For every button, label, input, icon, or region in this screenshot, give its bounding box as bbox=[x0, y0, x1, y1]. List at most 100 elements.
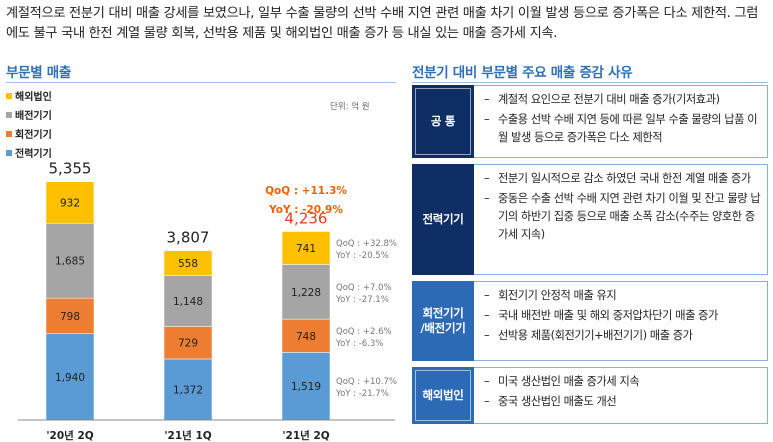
bar-segment bbox=[281, 318, 331, 353]
legend-label: 해외법인 bbox=[15, 90, 52, 103]
reason-bullet: – 선박용 제품(회전기기+배전기기) 매출 증가 bbox=[484, 327, 762, 345]
segment-sales-title: 부문별 매출 bbox=[6, 65, 71, 81]
bar-segment bbox=[281, 231, 331, 265]
segment-qoq-label: QoQ : +32.8% bbox=[336, 239, 397, 249]
bar-segment bbox=[45, 333, 95, 421]
bullet-text: 수출용 선박 수배 지연 등에 따른 일부 수출 물량의 납품 이월 발생 등으… bbox=[498, 113, 758, 144]
reason-bullet: – 국내 배전반 매출 및 해외 중저압차단기 매출 증가 bbox=[484, 307, 762, 325]
dash-icon: – bbox=[484, 375, 490, 388]
bar-segment bbox=[163, 358, 213, 421]
reason-label-common: 공 통 bbox=[412, 85, 474, 158]
reason-bullet: – 수출용 선박 수배 지연 등에 따른 일부 수출 물량의 납품 이월 발생 등… bbox=[484, 111, 762, 147]
reason-label-power: 전력기기 bbox=[412, 164, 474, 275]
category-label: '20년 2Q bbox=[46, 429, 93, 442]
dash-icon: – bbox=[484, 113, 490, 126]
bar-total-label: 3,807 bbox=[167, 229, 210, 247]
bar-total-label: 5,355 bbox=[49, 160, 92, 178]
bar-segment bbox=[163, 275, 213, 327]
total-yoy-label: YoY : -20.9% bbox=[268, 204, 343, 216]
reason-bullet: – 미국 생산법인 매출 증가세 지속 bbox=[484, 373, 762, 391]
reason-body-frame bbox=[474, 164, 768, 275]
legend-swatch bbox=[6, 93, 12, 99]
segment-yoy-label: YoY : -6.3% bbox=[335, 339, 383, 349]
reason-bullet: – 중국 생산법인 매출도 개선 bbox=[484, 393, 762, 411]
bar-segment bbox=[45, 181, 95, 224]
bullet-text: 선박용 제품(회전기기+배전기기) 매출 증가 bbox=[498, 329, 693, 342]
legend-label: 회전기기 bbox=[15, 128, 52, 141]
bar-value-label: 741 bbox=[296, 243, 316, 255]
category-label: '21년 2Q bbox=[282, 429, 329, 442]
reason-bullets: – 계절적 요인으로 전분기 대비 매출 증가(기저효과) – 수출용 선박 수배 … bbox=[484, 91, 762, 149]
reason-bullets: – 미국 생산법인 매출 증가세 지속 – 중국 생산법인 매출도 개선 bbox=[484, 373, 762, 413]
bar-total-label: 4,236 bbox=[285, 209, 328, 227]
dash-icon: – bbox=[484, 93, 490, 106]
legend-swatch bbox=[6, 112, 12, 118]
bar-value-label: 1,685 bbox=[55, 256, 85, 268]
legend-swatch bbox=[6, 131, 12, 137]
bullet-text: 중동은 수출 선박 수배 지연 관련 차기 이월 및 잔고 물량 납기의 하반기… bbox=[498, 192, 761, 241]
bar-value-label: 1,372 bbox=[173, 384, 203, 396]
bullet-text: 미국 생산법인 매출 증가세 지속 bbox=[498, 375, 640, 388]
reason-label-text: 회전기기 /배전기기 bbox=[420, 306, 466, 335]
total-qoq-label: QoQ : +11.3% bbox=[265, 185, 347, 197]
left-divider bbox=[6, 82, 396, 83]
reason-label-overseas: 해외법인 bbox=[412, 367, 474, 424]
dash-icon: – bbox=[484, 172, 490, 185]
bullet-text: 국내 배전반 매출 및 해외 중저압차단기 매출 증가 bbox=[498, 309, 718, 322]
bar-value-label: 1,940 bbox=[55, 372, 85, 384]
right-divider bbox=[412, 82, 768, 83]
dash-icon: – bbox=[484, 309, 490, 322]
bar-value-label: 729 bbox=[178, 338, 198, 350]
legend-label: 배전기기 bbox=[15, 109, 52, 122]
reason-bullet: – 계절적 요인으로 전분기 대비 매출 증가(기저효과) bbox=[484, 91, 762, 109]
reason-bullet: – 회전기기 안정적 매출 유지 bbox=[484, 287, 762, 305]
segment-qoq-label: QoQ : +2.6% bbox=[336, 327, 392, 337]
segment-qoq-label: QoQ : +10.7% bbox=[336, 377, 397, 387]
bar-value-label: 1,519 bbox=[291, 381, 321, 393]
reason-bullet: – 전분기 일시적으로 감소 하였던 국내 한전 계열 매출 증가 bbox=[484, 170, 762, 188]
reason-label-text: 전력기기 bbox=[422, 212, 464, 226]
reason-body-frame bbox=[474, 367, 768, 424]
label-inset-frame bbox=[415, 88, 471, 155]
bar-segment bbox=[281, 264, 331, 320]
reason-row-rotating: 회전기기 /배전기기 – 회전기기 안정적 매출 유지 – 국내 배전반 매출 및 … bbox=[412, 281, 768, 361]
reason-label-rotating: 회전기기 /배전기기 bbox=[412, 281, 474, 361]
reason-bullet: – 중동은 수출 선박 수배 지연 관련 차기 이월 및 잔고 물량 납기의 하반… bbox=[484, 190, 762, 244]
bar-value-label: 932 bbox=[60, 197, 80, 209]
bar-value-label: 748 bbox=[296, 331, 316, 343]
headline-text: 계절적으로 전분기 대비 매출 강세를 보였으나, 일부 수출 물량의 선박 수… bbox=[6, 6, 759, 41]
unit-label: 단위: 억 원 bbox=[330, 101, 370, 112]
reason-row-power: 전력기기 – 전분기 일시적으로 감소 하였던 국내 한전 계열 매출 증가 – 중… bbox=[412, 164, 768, 275]
reason-bullets: – 회전기기 안정적 매출 유지 – 국내 배전반 매출 및 해외 중저압차단기 매… bbox=[484, 287, 762, 347]
reason-row-common: 공 통 – 계절적 요인으로 전분기 대비 매출 증가(기저효과) – 수출용 선박… bbox=[412, 85, 768, 158]
reason-bullets: – 전분기 일시적으로 감소 하였던 국내 한전 계열 매출 증가 – 중동은 수출… bbox=[484, 170, 762, 246]
legend-label: 전력기기 bbox=[15, 147, 52, 160]
label-inset-frame bbox=[415, 370, 471, 421]
reason-label-text: 공 통 bbox=[430, 114, 456, 128]
bar-segment bbox=[163, 326, 213, 360]
bullet-text: 중국 생산법인 매출도 개선 bbox=[498, 395, 617, 408]
bar-value-label: 798 bbox=[60, 311, 80, 323]
bar-segment bbox=[45, 297, 95, 334]
dash-icon: – bbox=[484, 329, 490, 342]
segment-yoy-label: YoY : -20.5% bbox=[335, 251, 389, 261]
legend-swatch bbox=[6, 150, 12, 156]
reasons-title: 전분기 대비 부문별 주요 매출 증감 사유 bbox=[412, 65, 633, 81]
bullet-text: 계절적 요인으로 전분기 대비 매출 증가(기저효과) bbox=[498, 93, 720, 106]
reason-body-frame bbox=[474, 281, 768, 361]
segment-qoq-label: QoQ : +7.0% bbox=[336, 283, 392, 293]
reason-body-frame bbox=[474, 85, 768, 158]
segment-yoy-label: YoY : -27.1% bbox=[335, 295, 389, 305]
segment-yoy-label: YoY : -21.7% bbox=[335, 389, 389, 399]
dash-icon: – bbox=[484, 395, 490, 408]
bullet-text: 전분기 일시적으로 감소 하였던 국내 한전 계열 매출 증가 bbox=[498, 172, 751, 185]
reason-label-text: 해외법인 bbox=[422, 388, 464, 402]
dash-icon: – bbox=[484, 289, 490, 302]
category-label: '21년 1Q bbox=[164, 429, 211, 442]
dash-icon: – bbox=[484, 192, 490, 205]
bullet-text: 회전기기 안정적 매출 유지 bbox=[498, 289, 617, 302]
bar-value-label: 1,228 bbox=[291, 287, 321, 299]
bar-segment bbox=[163, 250, 213, 276]
reason-row-overseas: 해외법인 – 미국 생산법인 매출 증가세 지속 – 중국 생산법인 매출도 개선 bbox=[412, 367, 768, 424]
